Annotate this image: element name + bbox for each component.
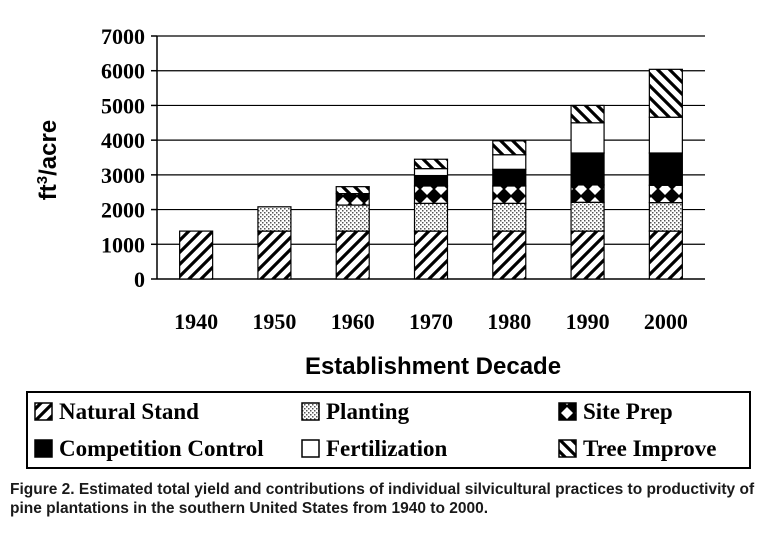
legend-swatch [301,402,320,421]
bar-segment-natural-stand [648,230,683,280]
x-tick-label: 1960 [331,309,375,334]
bar-segment-fertilization [492,154,527,170]
bar-segment-tree-improve [648,68,683,118]
y-tick-label: 3000 [101,163,145,188]
legend-box [26,391,751,469]
bar-segment-planting [413,202,449,232]
x-tick-label: 1990 [566,309,610,334]
bar-segment-natural-stand [257,230,292,280]
bars [179,68,683,280]
bar-segment-competition-control [492,168,527,187]
y-tick-labels: 0 1000 2000 3000 4000 5000 6000 7000 [101,24,145,292]
bar-segment-planting [257,206,292,232]
bar-segment-natural-stand [492,230,527,280]
y-tick-label: 0 [134,267,145,292]
legend-swatch [558,402,577,421]
y-tick-label: 7000 [101,24,145,49]
bar-segment-tree-improve [570,104,605,124]
figure-caption: Figure 2. Estimated total yield and cont… [10,481,755,517]
bar-segment-site-prep [492,185,527,204]
legend-label: Planting [326,399,410,424]
legend-label: Natural Stand [59,399,199,424]
x-tick-label: 1980 [487,309,531,334]
bar-segment-site-prep [413,185,449,204]
bar-segment-planting [648,202,683,232]
legend: Natural Stand Planting Site Prep Competitio… [34,399,717,461]
bar-segment-planting [492,202,527,232]
x-tick-labels: 1940 1950 1960 1970 1980 1990 2000 [174,309,688,334]
y-tick-label: 2000 [101,198,145,223]
legend-label: Competition Control [59,436,264,461]
y-tick-label: 5000 [101,93,145,118]
bar-segment-planting [335,204,370,232]
bar-segment-fertilization [570,122,605,154]
legend-swatch [301,439,320,458]
y-tick-label: 1000 [101,232,145,257]
x-tick-label: 1940 [174,309,218,334]
y-tick-label: 4000 [101,128,145,153]
bar-segment-natural-stand [570,230,605,280]
legend-swatch [558,439,577,458]
bar-segment-natural-stand [179,230,214,280]
bar-segment-site-prep [335,193,370,206]
legend-swatch [34,439,53,458]
bar-segment-tree-improve [335,186,370,195]
x-tick-label: 1970 [409,309,453,334]
bar-segment-natural-stand [335,230,370,280]
bar-segment-planting [570,201,605,232]
legend-swatch [34,402,53,421]
legend-label: Tree Improve [583,436,717,461]
bar-segment-tree-improve [492,140,527,156]
bar-segment-fertilization [648,116,683,154]
bar-segment-site-prep [570,184,605,203]
legend-label: Fertilization [326,436,448,461]
y-axis-label: ft3/acre [34,120,62,200]
x-tick-label: 1950 [252,309,296,334]
bar-segment-competition-control [413,174,449,187]
bar-segment-natural-stand [413,230,449,280]
x-tick-label: 2000 [644,309,688,334]
bar-segment-site-prep [648,184,683,204]
bar-segment-fertilization [413,168,449,177]
bar-segment-competition-control [570,152,605,186]
x-axis-label: Establishment Decade [305,353,561,380]
legend-label: Site Prep [583,399,673,424]
bar-segment-tree-improve [413,158,449,170]
bar-segment-competition-control [648,152,683,186]
y-tick-label: 6000 [101,59,145,84]
